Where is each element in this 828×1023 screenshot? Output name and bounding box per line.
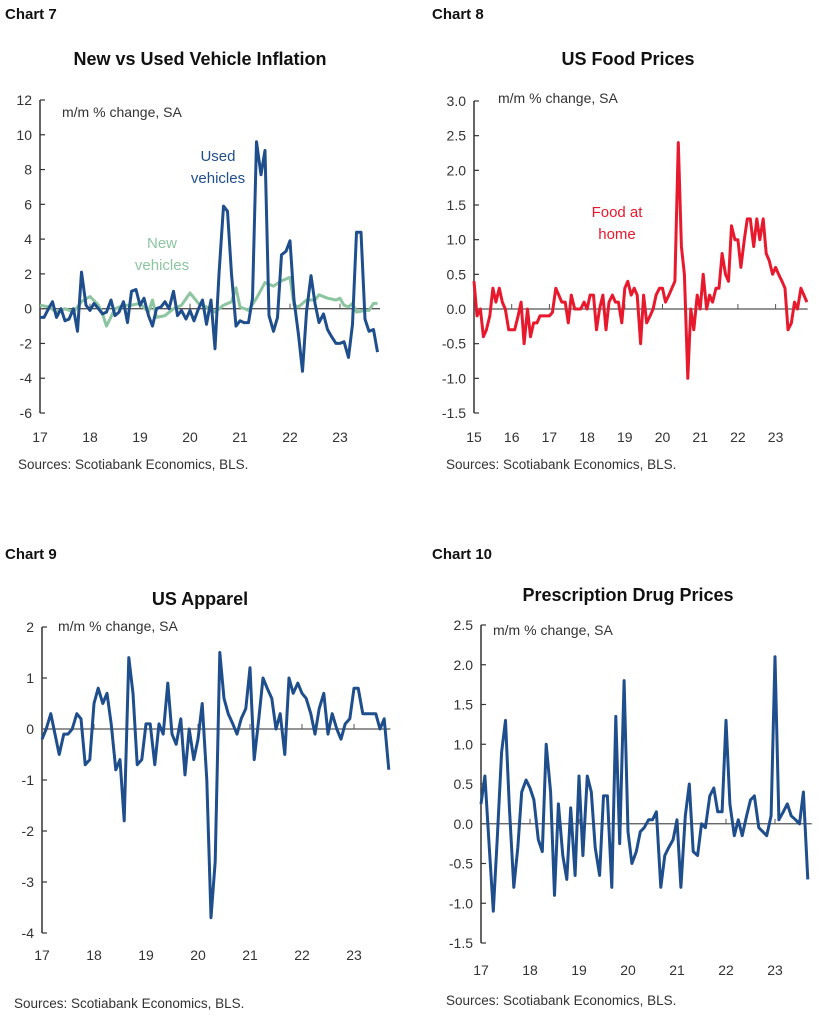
chart-10-y-tick-label: -1.5 [449,935,473,951]
new-vehicles-label: New vehicles [135,233,189,277]
chart-8-series-food-at-home [472,141,809,380]
chart-9-source: Sources: Scotiabank Economics, BLS. [14,996,245,1011]
chart-10-title: Prescription Drug Prices [522,585,734,605]
chart-7-x-tick-label: 21 [232,429,248,445]
chart-9-title: US Apparel [151,589,249,609]
chart-10-unit-note: m/m % change, SA [493,622,613,638]
new-vehicles-label-line1: New [146,235,178,252]
chart-8-y-tick-label: 3.0 [447,93,467,109]
used-vehicles-label: Used vehicles [191,146,245,190]
chart-9-y-tick-label: 1 [26,670,34,686]
chart-10-y-tick-label: 1.5 [454,697,474,713]
chart-8-y-tick-label: 2.0 [447,162,467,178]
chart-8-y-tick-label: 1.5 [447,197,467,213]
chart-9-y-tick-label: 0 [26,721,34,737]
chart-10-y-tick-label: 1.0 [454,736,474,752]
chart-10-x-tick-label: 18 [522,962,538,978]
chart-8-number: Chart 8 [432,6,484,23]
chart-8-x-tick-label: 17 [542,429,558,445]
chart-9-x-tick-label: 23 [346,947,362,963]
chart-10-x-tick-label: 20 [620,962,636,978]
chart-7-y-tick-label: 12 [16,92,32,108]
chart-9-number: Chart 9 [5,546,57,563]
chart-8-y-tick-label: 1.0 [447,232,467,248]
chart-9-y-tick-label: -3 [22,874,35,890]
chart-10-x-tick-label: 19 [571,962,587,978]
chart-9-y-tick-label: -4 [22,925,35,941]
chart-9-unit-note: m/m % change, SA [58,618,178,634]
chart-7-series-new-vehicles [39,275,378,328]
chart-9-x-tick-label: 19 [138,947,154,963]
chart-8-y-tick-label: -0.5 [442,336,466,352]
chart-10-number: Chart 10 [432,546,493,563]
chart-7-x-tick-label: 22 [282,429,298,445]
chart-8-x-tick-label: 20 [655,429,671,445]
chart-10-y-tick-label: 2.5 [454,617,474,633]
chart-9-x-tick-label: 17 [34,947,50,963]
chart-7-series-used-vehicles [40,140,379,373]
chart-8-y-tick-label: 2.5 [447,128,467,144]
chart-9-x-tick-label: 18 [86,947,102,963]
chart-7-x-tick-label: 20 [182,429,198,445]
food-at-home-label-line2: home [598,226,636,243]
new-vehicles-label-line2: vehicles [134,257,190,274]
chart-8-x-tick-label: 19 [617,429,633,445]
chart-8-source: Sources: Scotiabank Economics, BLS. [446,457,677,472]
chart-10-y-tick-label: 0.5 [454,776,474,792]
chart-10-x-tick-label: 22 [718,962,734,978]
chart-10-x-tick-label: 23 [767,962,783,978]
chart-9-x-tick-label: 21 [242,947,258,963]
chart-8-y-tick-label: 0.5 [447,266,467,282]
chart-10-series-line [479,655,810,913]
chart-7-y-tick-label: 6 [24,196,32,212]
chart-7-number: Chart 7 [5,6,57,23]
chart-10-x-tick-label: 21 [669,962,685,978]
chart-7-y-tick-label: 10 [16,127,32,143]
chart-7-unit-note: m/m % change, SA [62,104,182,120]
chart-10-y-tick-label: -0.5 [449,856,473,872]
chart-7-y-tick-label: 2 [24,266,32,282]
chart-8-x-tick-label: 21 [692,429,708,445]
chart-7-y-tick-label: -2 [20,335,33,351]
chart-9-y-tick-label: -1 [22,772,35,788]
chart-7-x-tick-label: 23 [332,429,348,445]
chart-7-source: Sources: Scotiabank Economics, BLS. [18,457,249,472]
chart-9-x-tick-label: 22 [294,947,310,963]
chart-10-y-tick-label: 0.0 [454,816,474,832]
chart-7-y-tick-label: 0 [24,301,32,317]
chart-8-title: US Food Prices [561,49,695,69]
chart-8-x-tick-label: 22 [730,429,746,445]
chart-9-series-line [40,651,391,920]
chart-9-y-tick-label: 2 [26,619,34,635]
chart-9-x-tick-label: 20 [190,947,206,963]
chart-7-x-tick-label: 19 [132,429,148,445]
used-vehicles-label-line2: vehicles [190,170,246,187]
food-at-home-label: Food at home [592,202,643,246]
chart-8-x-tick-label: 16 [504,429,520,445]
chart-8-x-tick-label: 23 [768,429,784,445]
chart-10-y-tick-label: -1.0 [449,895,473,911]
chart-8-y-tick-label: -1.5 [442,405,466,421]
chart-8-y-tick-label: 0.0 [447,301,467,317]
chart-7-x-tick-label: 18 [82,429,98,445]
used-vehicles-label-line1: Used [200,148,236,165]
chart-9-y-tick-label: -2 [22,823,35,839]
chart-10-x-tick-label: 17 [473,962,489,978]
chart-8-y-tick-label: -1.0 [442,370,466,386]
chart-7-y-tick-label: 4 [24,231,32,247]
chart-10-y-tick-label: 2.0 [454,657,474,673]
chart-7-title: New vs Used Vehicle Inflation [73,49,327,69]
chart-7-y-tick-label: -6 [20,405,33,421]
chart-7-x-tick-label: 17 [32,429,48,445]
chart-8-x-tick-label: 18 [579,429,595,445]
chart-8-x-tick-label: 15 [466,429,482,445]
food-at-home-label-line1: Food at [591,204,643,221]
chart-7-y-tick-label: 8 [24,162,32,178]
chart-8-unit-note: m/m % change, SA [498,90,618,106]
chart-7-y-tick-label: -4 [20,370,33,386]
chart-10-source: Sources: Scotiabank Economics, BLS. [446,993,677,1008]
